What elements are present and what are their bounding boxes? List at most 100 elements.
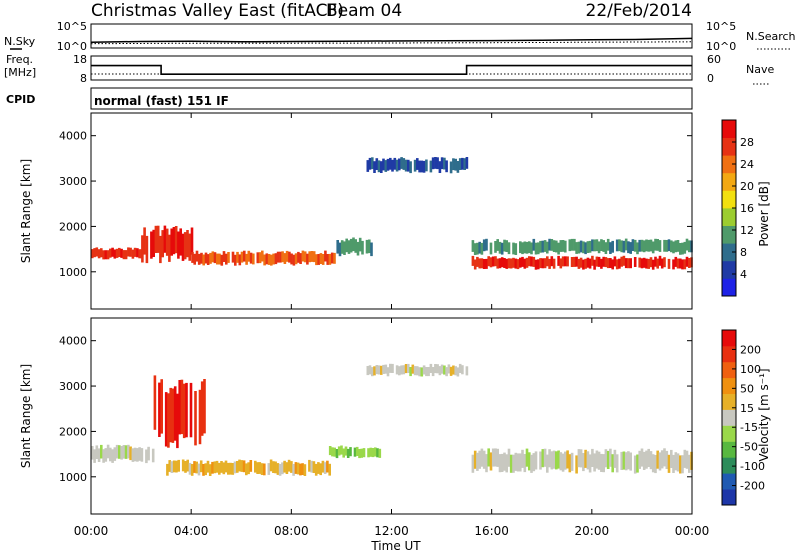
rti-cell	[189, 382, 193, 438]
rti-cell	[561, 256, 565, 267]
rti-cell	[528, 452, 531, 471]
velocity-colorbar-label: Velocity [m s⁻¹]	[757, 368, 771, 461]
rti-cell	[222, 462, 226, 475]
rti-cell	[521, 242, 524, 255]
rti-cell	[452, 158, 455, 171]
rti-cell	[498, 241, 502, 254]
rti-cell	[106, 444, 110, 459]
rti-cell	[303, 464, 307, 476]
rti-cell	[622, 255, 626, 266]
rti-cell	[681, 259, 684, 270]
freq-left-label: Freq.	[6, 53, 33, 66]
rti-cell	[656, 258, 659, 269]
rti-cell	[543, 258, 547, 269]
rti-cell	[100, 444, 103, 459]
rti-cell	[429, 363, 433, 373]
rti-cell	[331, 447, 334, 457]
rti-cell	[292, 464, 295, 476]
rti-cell	[436, 364, 439, 374]
velocity-colorbar: 200 100 50 15 -15 -50 -100 -200	[721, 329, 765, 506]
rti-cell	[231, 463, 235, 475]
rti-cell	[127, 247, 130, 257]
rti-cell	[382, 158, 385, 171]
colorbar-tick-label: 28	[740, 136, 754, 149]
rti-cell	[120, 446, 123, 460]
rti-cell	[647, 239, 650, 252]
rti-cell	[152, 229, 155, 257]
rti-cell	[570, 257, 574, 267]
rti-cell	[609, 448, 612, 467]
rti-cell	[93, 248, 96, 258]
rti-cell	[409, 367, 412, 377]
rti-cell	[627, 241, 630, 254]
rti-cell	[519, 453, 522, 472]
rti-cell	[321, 254, 325, 265]
rti-cell	[256, 252, 260, 264]
rti-cell	[413, 159, 417, 172]
rti-cell	[400, 365, 403, 375]
rti-cell	[115, 248, 119, 258]
rti-cell	[215, 460, 219, 473]
rti-cell	[593, 259, 596, 270]
rti-cell	[317, 254, 320, 265]
rti-cell	[190, 227, 194, 255]
rti-cell	[193, 253, 196, 265]
rti-cell	[496, 448, 499, 467]
rti-cell	[654, 455, 657, 474]
rti-cell	[613, 449, 617, 468]
rti-cell	[604, 257, 608, 268]
rti-cell	[124, 250, 128, 260]
rti-cell	[326, 254, 329, 265]
rti-cell	[404, 364, 408, 374]
rti-cell	[267, 254, 271, 265]
rti-cell	[550, 451, 554, 470]
rti-cell	[629, 452, 632, 471]
rti-cell	[656, 450, 659, 469]
rti-cell	[188, 462, 192, 475]
rti-cell	[278, 464, 282, 476]
rti-cell	[480, 258, 484, 269]
rti-cell	[95, 445, 99, 459]
rti-cell	[584, 258, 587, 269]
rti-cell	[254, 460, 257, 473]
rti-cell	[604, 449, 608, 468]
rti-cell	[328, 253, 332, 265]
rti-cell	[202, 464, 205, 476]
rti-cell	[651, 259, 655, 270]
rti-cell	[478, 450, 481, 469]
rti-cell	[582, 259, 585, 270]
rti-cell	[227, 462, 230, 475]
rti-cell	[649, 257, 653, 268]
colorbar-swatch	[722, 425, 736, 442]
rti-cell	[436, 157, 439, 170]
rti-cell	[263, 463, 266, 476]
rti-cell	[454, 158, 457, 171]
rti-cell	[647, 448, 650, 467]
rti-cell	[534, 259, 538, 270]
rti-cell	[649, 451, 653, 470]
rti-cell	[645, 450, 648, 469]
rti-cell	[418, 160, 421, 173]
rti-cell	[335, 449, 339, 459]
rti-cell	[519, 257, 522, 268]
rti-cell	[276, 251, 280, 263]
rti-cell	[402, 365, 406, 375]
x-tick-label: 20:00	[575, 524, 610, 538]
rti-cell	[591, 255, 594, 266]
rti-cell	[102, 250, 105, 260]
rti-cell	[425, 367, 428, 377]
rti-cell	[113, 249, 117, 259]
rti-cell	[231, 251, 235, 263]
rti-cell	[523, 454, 527, 473]
rti-cell	[370, 242, 373, 257]
rti-cell	[627, 451, 630, 470]
rti-cell	[234, 254, 237, 266]
rti-cell	[261, 250, 264, 262]
rti-cell	[206, 254, 210, 265]
rti-cell	[306, 253, 309, 265]
rti-cell	[245, 253, 248, 265]
rti-cell	[667, 258, 671, 269]
rti-cell	[651, 241, 655, 254]
rti-cell	[681, 455, 684, 474]
rti-cell	[629, 258, 632, 269]
